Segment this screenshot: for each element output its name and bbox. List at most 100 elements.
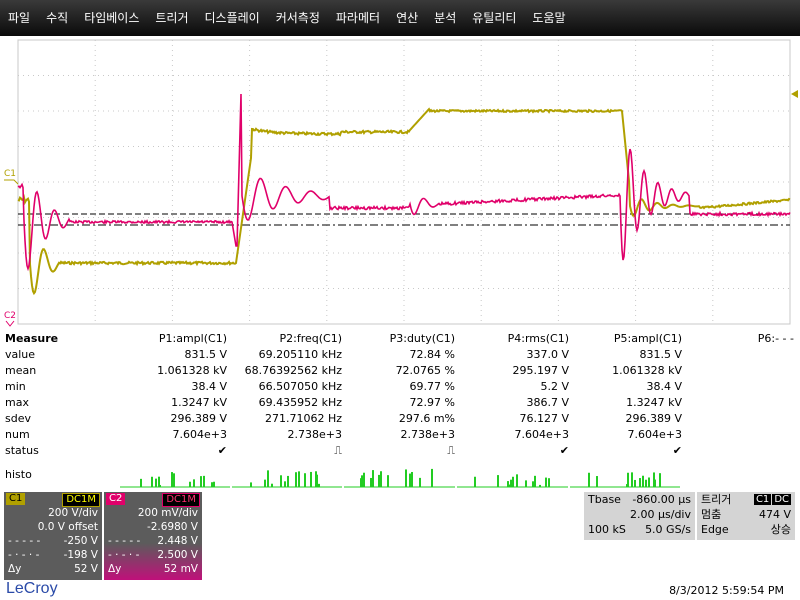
cell: 1.3247 kV: [171, 396, 227, 409]
channel2-cursor1: 2.448 V: [157, 535, 198, 547]
histogram-bar: [497, 475, 499, 487]
channel2-coupling: DC1M: [162, 493, 200, 507]
channel1-offset: 0.0 V offset: [37, 521, 98, 533]
measure-row-mean: mean 1.061328 kV 68.76392562 kHz 72.0765…: [0, 364, 800, 380]
measure-row-status: status ✔ ⎍ ⎍ ✔ ✔: [0, 444, 800, 460]
channel1-coupling: DC1M: [62, 493, 100, 507]
histogram-bar: [419, 477, 421, 487]
trigger-mode: 멈춤: [701, 508, 722, 521]
menu-help[interactable]: 도움말: [532, 11, 566, 25]
cell: 69.77 %: [409, 380, 455, 393]
date-time: 8/3/2012 5:59:54 PM: [669, 584, 784, 597]
histogram-bar: [361, 475, 363, 487]
menu-timebase[interactable]: 타임베이스: [84, 11, 140, 25]
param-p1-header[interactable]: P1:ampl(C1): [158, 332, 227, 345]
status-check-icon: ✔: [217, 444, 227, 457]
histogram-bar: [193, 479, 195, 487]
cell: 72.0765 %: [395, 364, 455, 377]
trigger-coupling: DC: [772, 494, 791, 505]
histogram-bar: [200, 476, 202, 487]
channel2-delta-y: 52 mV: [163, 563, 198, 575]
param-p4-header[interactable]: P4:rms(C1): [507, 332, 569, 345]
timebase-descriptor[interactable]: Tbase -860.00 µs 2.00 µs/div 100 kS 5.0 GS…: [584, 492, 695, 540]
histogram-bar: [596, 476, 598, 487]
cell: 68.76392562 kHz: [244, 364, 342, 377]
histogram-bar: [250, 482, 252, 487]
channel1-delta-y: 52 V: [74, 563, 98, 575]
cell: 76.127 V: [519, 412, 569, 425]
param-p6-header[interactable]: P6:- - -: [757, 332, 794, 345]
trigger-label: 트리거: [701, 493, 732, 506]
histogram-bar: [539, 484, 541, 487]
channel1-descriptor[interactable]: C1 DC1M 200 V/div 0.0 V offset - - - - -…: [4, 492, 102, 580]
menu-math[interactable]: 연산: [396, 11, 419, 25]
cell: 38.4 V: [646, 380, 682, 393]
menu-cursors[interactable]: 커서측정: [275, 11, 320, 25]
histogram-bar: [626, 484, 628, 487]
histogram-bar: [151, 476, 153, 487]
channel1-cursor1: -250 V: [63, 535, 98, 547]
cursor2-symbol: - · - · -: [8, 549, 40, 561]
histogram-bar: [173, 473, 175, 487]
histogram-bar: [405, 469, 407, 487]
row-label: min: [5, 380, 26, 393]
menu-utilities[interactable]: 유틸리티: [472, 11, 517, 25]
histogram-bar: [316, 474, 318, 487]
histogram-bar: [140, 478, 142, 487]
cell: 296.389 V: [170, 412, 227, 425]
menu-analysis[interactable]: 분석: [434, 11, 457, 25]
histogram-bar: [310, 471, 312, 487]
histogram-bar: [287, 475, 289, 487]
histogram-bar: [508, 484, 510, 487]
cursor1-symbol: - - - - -: [108, 535, 141, 547]
menu-trigger[interactable]: 트리거: [155, 11, 189, 25]
row-label: value: [5, 348, 36, 361]
measure-row-num: num 7.604e+3 2.738e+3 2.738e+3 7.604e+3 …: [0, 428, 800, 444]
menu-measure[interactable]: 파라메터: [335, 11, 381, 25]
menu-bar: 파일 수직 타임베이스 트리거 디스플레이 커서측정 파라메터 연산 분석 유틸…: [0, 0, 800, 36]
brand-logo: LeCroy: [6, 580, 58, 597]
status-pulse-icon: ⎍: [334, 444, 342, 457]
histogram-bar: [627, 472, 629, 487]
cell: 2.738e+3: [400, 428, 455, 441]
cell: 831.5 V: [184, 348, 227, 361]
histogram-bar: [648, 477, 650, 487]
histogram-bar: [387, 475, 389, 487]
histogram-bar: [534, 482, 536, 487]
cell: 72.97 %: [409, 396, 455, 409]
histogram-bar: [642, 475, 644, 487]
channel2-cursor2: 2.500 V: [157, 549, 198, 561]
timebase-samples: 100 kS: [588, 523, 626, 536]
cell: 69.435952 kHz: [258, 396, 342, 409]
timebase-label: Tbase: [588, 493, 621, 506]
menu-display[interactable]: 디스플레이: [204, 11, 260, 25]
param-p2-header[interactable]: P2:freq(C1): [279, 332, 342, 345]
channel2-descriptor[interactable]: C2 DC1M 200 mV/div -2.6980 V - - - - - 2.…: [104, 492, 202, 580]
cell: 1.3247 kV: [626, 396, 682, 409]
cell: 296.389 V: [625, 412, 682, 425]
histogram-bar: [545, 477, 547, 487]
waveform-display[interactable]: C1 C2: [0, 36, 800, 328]
histogram-bar: [318, 483, 320, 487]
c1-marker-arrow: [4, 179, 19, 185]
trigger-level-arrow: [791, 90, 798, 98]
cell: 2.738e+3: [287, 428, 342, 441]
histogram-bar: [203, 475, 205, 487]
cursor2-symbol: - · - · -: [108, 549, 140, 561]
histogram-bar: [264, 479, 266, 487]
histogram-bar: [211, 482, 213, 487]
menu-file[interactable]: 파일: [8, 11, 31, 25]
measure-row-min: min 38.4 V 66.507050 kHz 69.77 % 5.2 V 3…: [0, 380, 800, 396]
channel2-offset: -2.6980 V: [146, 521, 198, 533]
param-p3-header[interactable]: P3:duty(C1): [389, 332, 455, 345]
status-panel: C1 DC1M 200 V/div 0.0 V offset - - - - -…: [0, 490, 800, 600]
histogram-bar: [411, 471, 413, 487]
measure-row-sdev: sdev 296.389 V 271.71062 Hz 297.6 m% 76.…: [0, 412, 800, 428]
histogram-bar: [155, 478, 157, 487]
channel2-tag: C2: [106, 493, 126, 505]
menu-vertical[interactable]: 수직: [46, 11, 69, 25]
cell: 66.507050 kHz: [258, 380, 342, 393]
trigger-descriptor[interactable]: 트리거 C1 DC 멈춤 474 V Edge 상승: [697, 492, 795, 540]
param-p5-header[interactable]: P5:ampl(C1): [613, 332, 682, 345]
trigger-level: 474 V: [758, 508, 791, 521]
